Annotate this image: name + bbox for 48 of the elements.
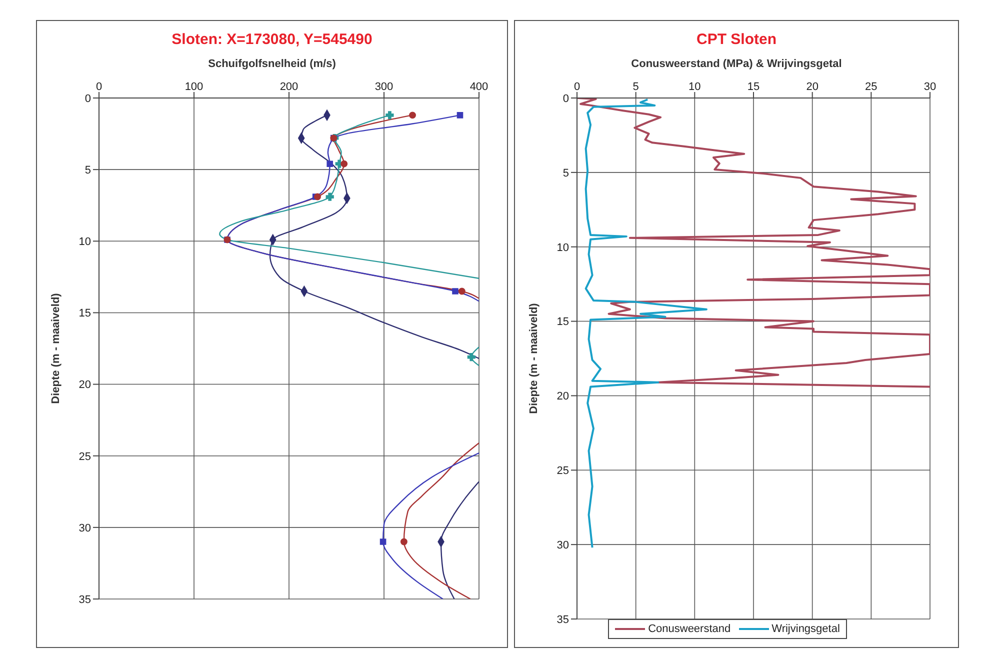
point: [326, 192, 334, 201]
x-axis-title: Conusweerstand (MPa) & Wrijvingsgetal: [630, 58, 843, 70]
point: [380, 538, 386, 545]
x-tick-label: 15: [747, 81, 760, 93]
y-tick-label: 5: [84, 164, 91, 176]
y-tick-label: 25: [78, 450, 91, 463]
point: [456, 112, 464, 118]
y-tick-label: 0: [562, 92, 569, 105]
y-tick-label: 35: [78, 594, 91, 606]
point: [386, 111, 394, 120]
point: [409, 112, 416, 119]
y-tick-label: 25: [556, 465, 569, 478]
y-tick-label: 0: [84, 92, 91, 105]
y-tick-label: 30: [78, 522, 91, 534]
x-tick-label: 0: [574, 81, 580, 93]
y-tick-label: 35: [556, 614, 569, 626]
x-tick-label: 0: [96, 81, 102, 93]
y-tick-label: 5: [562, 167, 569, 180]
legend-label: Conusweerstand: [647, 623, 731, 635]
x-tick-label: 5: [632, 81, 639, 93]
chart-title: CPT Sloten: [695, 31, 778, 48]
legend-label: Wrijvingsgetal: [770, 623, 840, 635]
x-tick-label: 100: [184, 81, 204, 93]
y-tick-label: 15: [78, 308, 91, 320]
point: [467, 353, 476, 362]
x-tick-label: 10: [688, 81, 701, 93]
x-tick-label: 20: [806, 81, 818, 93]
y-tick-label: 10: [556, 242, 569, 254]
y-tick-label: 30: [556, 539, 569, 552]
point: [458, 288, 466, 295]
point: [340, 160, 348, 168]
x-tick-label: 200: [280, 81, 298, 93]
point: [452, 288, 458, 294]
point: [326, 160, 333, 167]
y-axis-title: Diepte (m - maaiveld): [528, 302, 540, 414]
chart-title: Sloten: X=173080, Y=545490: [170, 31, 374, 48]
y-tick-label: 10: [78, 236, 91, 248]
y-tick-label: 15: [556, 316, 569, 328]
x-tick-label: 30: [924, 81, 936, 93]
y-tick-label: 20: [78, 379, 91, 392]
x-tick-label: 400: [470, 81, 488, 93]
y-axis-title: Diepte (m - maaiveld): [50, 292, 62, 404]
point: [400, 538, 408, 546]
y-tick-label: 20: [556, 390, 569, 403]
x-tick-label: 300: [374, 81, 394, 93]
line-series: [584, 98, 708, 549]
x-axis-title: Schuifgolfsnelheid (m/s): [207, 58, 337, 70]
x-tick-label: 25: [865, 81, 878, 93]
